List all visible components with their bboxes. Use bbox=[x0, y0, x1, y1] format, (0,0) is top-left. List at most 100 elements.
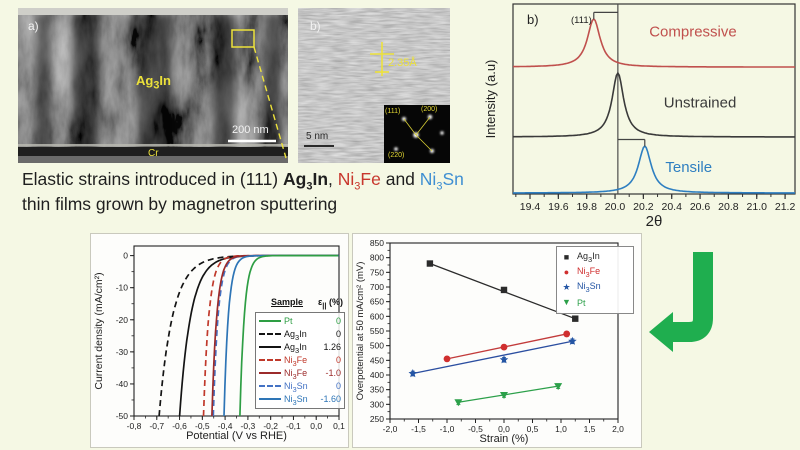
pol-legend-row: Pt 0 bbox=[259, 315, 341, 328]
sc-legend-row: ★ Ni3Sn bbox=[562, 281, 601, 294]
pol-ytick-label: -40 bbox=[116, 379, 129, 389]
pol-xtick-label: -0,4 bbox=[218, 421, 233, 431]
pol-ylabel: Current density (mA/cm²) bbox=[93, 272, 105, 389]
xrd-tick-label: 21.2 bbox=[775, 201, 796, 213]
sc-xtick-label: 0,0 bbox=[498, 424, 510, 434]
sc-ytick-label: 800 bbox=[370, 253, 384, 263]
caption-segment: Ag3In bbox=[283, 169, 329, 193]
sc-ytick-label: 650 bbox=[370, 297, 384, 307]
sc-legend-row: ▼ Pt bbox=[562, 297, 586, 308]
pol-legend-row: Ag3In 1.26 bbox=[259, 341, 341, 354]
sc-point-pt bbox=[554, 383, 563, 391]
tem-micrograph-b: b) 2.35Å 5 nm (111) (200) (220) bbox=[298, 8, 450, 163]
sc-point-ag3in bbox=[426, 260, 434, 267]
pol-xtick-label: -0,3 bbox=[241, 421, 256, 431]
caption-segment: thin films grown by magnetron sputtering bbox=[22, 194, 338, 214]
material-label: Ag3In bbox=[136, 73, 171, 92]
polarization-chart: -0,8 -0,7 -0,6 -0,5 -0,4 -0,3 -0,2 -0,1 0,0 0,1 0 -… bbox=[90, 233, 349, 448]
caption-line-2: thin films grown by magnetron sputtering bbox=[22, 192, 502, 217]
sc-point-ag3in bbox=[500, 286, 508, 294]
polarization-legend: Sample ε|| (%) Pt 0 Ag3In 0 Ag3In 1.26 Ni3Fe 0 Ni3… bbox=[255, 297, 345, 409]
xrd-axes-frame bbox=[512, 3, 796, 195]
xrd-xlabel: 2θ bbox=[646, 213, 663, 230]
scale-bar-a-label: 200 nm bbox=[232, 124, 269, 136]
tem-micrograph-a: a) Ag3In 200 nm Cr bbox=[18, 8, 288, 163]
xrd-tick-label: 20.8 bbox=[718, 201, 739, 213]
arrow-shaft bbox=[673, 252, 713, 342]
pol-xtick-label: -0,1 bbox=[286, 421, 301, 431]
sc-point-ag3in bbox=[572, 315, 579, 322]
pol-xtick-label: 0,1 bbox=[333, 421, 345, 431]
substrate-label: Cr bbox=[148, 148, 159, 159]
xrd-chart: 19.4 19.6 19.8 20.0 20.2 20.4 20.6 20.8 21.0 21.2… bbox=[483, 0, 800, 230]
sc-point-pt bbox=[454, 399, 463, 407]
sc-xtick-label: -1,5 bbox=[411, 424, 426, 434]
sc-point-ni3sn bbox=[568, 336, 577, 345]
sc-xtick-label: -1,0 bbox=[440, 424, 455, 434]
sc-xtick-label: 1,0 bbox=[555, 424, 567, 434]
xrd-series-label: Unstrained bbox=[664, 95, 737, 112]
xrd-tick-label: 20.6 bbox=[690, 201, 711, 213]
square-marker-icon: ■ bbox=[563, 252, 570, 262]
xrd-plot: 19.4 19.6 19.8 20.0 20.2 20.4 20.6 20.8 21.0 21.2… bbox=[483, 3, 796, 230]
diffraction-spots bbox=[394, 114, 444, 153]
pol-curve-pt-0 bbox=[239, 254, 339, 417]
caption-segment: Elastic strains introduced in (111) bbox=[22, 169, 283, 189]
panel-b-label: b) bbox=[310, 19, 321, 33]
pol-legend-row: Ni3Fe -1.0 bbox=[259, 367, 341, 380]
pol-xtick-label: 0,0 bbox=[310, 421, 322, 431]
lattice-spacing-marker-icon bbox=[370, 42, 394, 76]
sc-ytick-label: 450 bbox=[370, 355, 384, 365]
caption-segment: and bbox=[380, 169, 420, 189]
sc-ytick-label: 500 bbox=[370, 341, 384, 351]
diffraction-label-111: (111) bbox=[385, 108, 401, 115]
xrd-curve-unstrained bbox=[513, 71, 795, 138]
xrd-curve-tensile bbox=[513, 144, 795, 194]
sc-ytick-label: 550 bbox=[370, 326, 384, 336]
caption-segment: , bbox=[328, 169, 338, 189]
pol-ytick-label: -50 bbox=[116, 411, 129, 421]
xrd-plane-label: (111) bbox=[571, 15, 592, 26]
xrd-tick-label: 20.0 bbox=[605, 201, 626, 213]
pol-legend-box: Pt 0 Ag3In 0 Ag3In 1.26 Ni3Fe 0 Ni3Fe -1.0 Ni3Sn 0 N… bbox=[255, 311, 345, 409]
pol-legend-row: Ni3Fe 0 bbox=[259, 354, 341, 367]
polarization-plot: -0,8 -0,7 -0,6 -0,5 -0,4 -0,3 -0,2 -0,1 0,0 0,1 0 -… bbox=[93, 245, 345, 442]
sc-xtick-label: 1,5 bbox=[584, 424, 596, 434]
overpotential-plot: -2,0 -1,5 -1,0 -0,5 0,0 0,5 1,0 1,5 2,0 250 300 350… bbox=[355, 238, 624, 445]
sc-fitline-ni3sn bbox=[412, 340, 573, 375]
pol-legend-header: Sample ε|| (%) bbox=[271, 297, 343, 310]
xrd-panel-label: b) bbox=[527, 12, 539, 27]
sc-legend-row: ● Ni3Fe bbox=[561, 265, 629, 280]
circle-marker-icon: ● bbox=[563, 267, 570, 277]
caption-segment: Ni3Sn bbox=[419, 169, 464, 193]
pol-legend-row: Ni3Sn -1.60 bbox=[259, 393, 341, 406]
sc-xtick-label: -2,0 bbox=[383, 424, 398, 434]
xrd-tick-label: 19.8 bbox=[576, 201, 597, 213]
star-marker-icon: ★ bbox=[562, 282, 571, 292]
zoom-region-box bbox=[231, 29, 255, 48]
pol-legend-row: Ag3In 0 bbox=[259, 328, 341, 341]
sc-point-ni3fe bbox=[443, 355, 451, 363]
pol-xtick-label: -0,5 bbox=[195, 421, 210, 431]
sc-legend-row: ■ Ag3In bbox=[561, 250, 629, 265]
xrd-tick-label: 21.0 bbox=[747, 201, 768, 213]
column-shadows bbox=[36, 14, 280, 156]
sc-fitline-pt bbox=[458, 385, 559, 403]
sc-ytick-label: 700 bbox=[370, 282, 384, 292]
xrd-curve-compressive bbox=[513, 17, 795, 68]
sc-xtick-label: -0,5 bbox=[468, 424, 483, 434]
arrow-head bbox=[649, 312, 673, 352]
figure-caption: Elastic strains introduced in (111) Ag3I… bbox=[22, 167, 502, 217]
sc-point-ni3sn bbox=[499, 355, 509, 364]
xrd-tick-label: 20.2 bbox=[633, 201, 654, 213]
pol-ytick-label: -10 bbox=[116, 283, 129, 293]
sc-ytick-label: 750 bbox=[370, 267, 384, 277]
sc-ytick-label: 300 bbox=[370, 399, 384, 409]
sc-ytick-label: 600 bbox=[370, 311, 384, 321]
pol-xtick-label: -0,6 bbox=[172, 421, 187, 431]
sc-xtick-label: 0,5 bbox=[527, 424, 539, 434]
sc-xlabel: Strain (%) bbox=[480, 433, 529, 445]
tem-texture-a bbox=[18, 8, 288, 163]
xrd-tick-label: 19.6 bbox=[548, 201, 569, 213]
